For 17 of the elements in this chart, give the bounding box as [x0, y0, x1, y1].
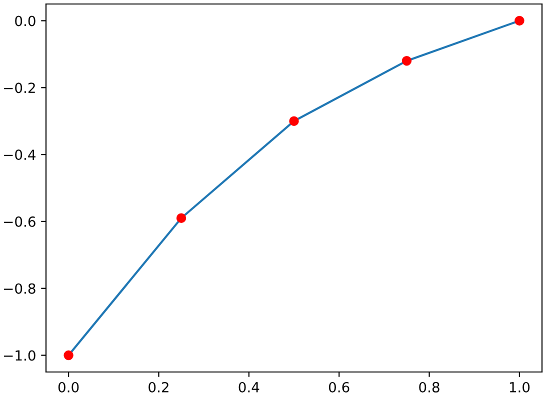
y-tick-label: −0.6: [4, 216, 36, 227]
x-tick-label: 0.4: [238, 382, 260, 392]
point: [402, 56, 412, 66]
y-tick-label: −0.8: [4, 283, 36, 294]
x-tick-label: 0.0: [58, 382, 79, 392]
point: [64, 350, 74, 360]
y-tick-label: −0.2: [4, 82, 35, 94]
x-tick-label: 0.8: [419, 382, 440, 392]
y-tick-label: −1.0: [4, 350, 36, 361]
y-tick-label: 0.0: [15, 16, 36, 26]
point: [514, 16, 524, 26]
x-tick-label: 0.6: [328, 382, 350, 392]
y-tick-label: −0.4: [4, 150, 36, 160]
x-tick-label: 1.0: [510, 382, 530, 392]
point: [176, 213, 186, 223]
x-tick-label: 0.2: [148, 382, 168, 392]
point: [289, 116, 299, 126]
